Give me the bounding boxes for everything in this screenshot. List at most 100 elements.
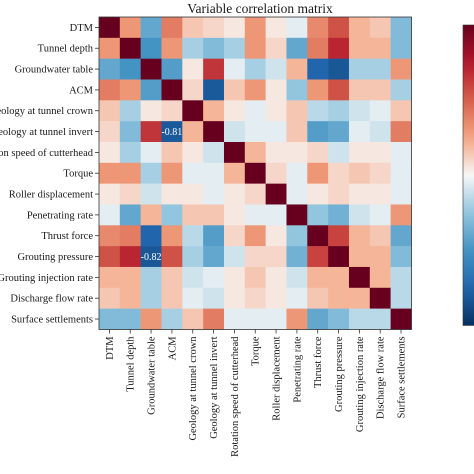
column-label: Thrust force: [313, 336, 324, 388]
heatmap-cell: [99, 308, 121, 330]
heatmap-cell: [265, 266, 287, 289]
row-label: Thrust force: [41, 231, 93, 242]
heatmap-cell: [390, 204, 412, 226]
heatmap-cell: [307, 100, 329, 122]
heatmap-cell: [244, 246, 266, 268]
heatmap-cell: [265, 58, 287, 80]
heatmap-cell: [328, 121, 350, 143]
heatmap-cell: [182, 225, 204, 247]
heatmap-cell: [203, 79, 225, 101]
heatmap-cell: [203, 162, 225, 184]
heatmap-cell: [286, 37, 308, 59]
heatmap-cell: [182, 121, 204, 143]
heatmap-cell: [140, 246, 162, 268]
heatmap-cell: [182, 58, 204, 80]
heatmap-cell: [265, 308, 287, 330]
heatmap-cell: [182, 246, 204, 268]
heatmap-cell: [140, 79, 162, 101]
row-label: Geology at tunnel invert: [0, 127, 93, 138]
heatmap-cell: [348, 204, 371, 226]
heatmap-cell: [265, 37, 287, 59]
cell-annotation: -0.81: [161, 127, 182, 138]
heatmap-cell: [369, 100, 391, 122]
heatmap-cell: [369, 246, 391, 268]
heatmap-cell: [265, 225, 287, 247]
heatmap-cell: [161, 121, 183, 143]
heatmap-cell: [244, 287, 266, 309]
heatmap-cell: [99, 162, 121, 184]
column-label: ACM: [167, 336, 178, 361]
heatmap-cell: [244, 37, 266, 59]
heatmap-cell: [265, 183, 287, 205]
heatmap-cell: [182, 141, 204, 164]
chart-title: Variable correlation matrix: [187, 1, 333, 16]
heatmap-cell: [307, 141, 329, 164]
heatmap-cell: [328, 287, 350, 309]
heatmap-cell: [244, 162, 266, 184]
heatmap-cell: [328, 162, 350, 184]
heatmap-cell: [307, 37, 329, 59]
heatmap-cell: [99, 141, 121, 164]
heatmap-cell: [119, 141, 141, 164]
heatmap-cell: [244, 308, 266, 330]
column-label: DTM: [105, 336, 116, 360]
heatmap-cell: [390, 183, 412, 205]
heatmap-cell: [203, 266, 225, 289]
heatmap-cell: [161, 225, 183, 247]
heatmap-cell: [348, 308, 371, 330]
heatmap-cell: [203, 58, 225, 80]
heatmap-cell: [182, 37, 204, 59]
column-labels: DTM Tunnel depth Groundwater table ACM Geolo…: [105, 329, 408, 457]
heatmap-cell: [182, 266, 204, 289]
cell-annotation: -0.82: [141, 252, 162, 263]
heatmap-cell: [140, 183, 162, 205]
heatmap-cell: [161, 100, 183, 122]
heatmap-cell: [203, 204, 225, 226]
heatmap-cell: [390, 121, 412, 143]
heatmap-cell: [307, 17, 329, 39]
heatmap-cell: [223, 58, 246, 80]
heatmap-cell: [203, 100, 225, 122]
heatmap-cell: [265, 162, 287, 184]
heatmap-cell: [286, 183, 308, 205]
row-label: ACM: [69, 85, 94, 96]
column-label: Groundwater table: [147, 336, 158, 415]
column-label: Surface settlements: [397, 336, 408, 418]
heatmap-cell: [244, 121, 266, 143]
heatmap-cell: [140, 121, 162, 143]
matrix-frame: [98, 16, 412, 330]
heatmap-cell: [369, 225, 391, 247]
heatmap-cell: [182, 204, 204, 226]
column-label: Grouting injection rate: [355, 336, 366, 432]
heatmap-cell: [369, 121, 391, 143]
heatmap-cell: [223, 17, 246, 39]
heatmap-cell: [348, 266, 371, 289]
heatmap-cell: [140, 58, 162, 80]
heatmap-cell: [328, 308, 350, 330]
heatmap-cell: [265, 246, 287, 268]
colorbar: [462, 24, 474, 326]
heatmap-cell: [328, 183, 350, 205]
heatmap-cell: [244, 266, 266, 289]
column-label: Torque: [251, 336, 262, 366]
heatmap-cell: [119, 246, 141, 268]
heatmap-cell: [328, 79, 350, 101]
heatmap-cell: [348, 225, 371, 247]
heatmap-cell: [265, 204, 287, 226]
heatmap-cell: [140, 204, 162, 226]
row-label: Geology at tunnel crown: [0, 106, 94, 117]
heatmap-cell: [182, 183, 204, 205]
heatmap-cell: [119, 79, 141, 101]
heatmap-cell: [286, 58, 308, 80]
heatmap-cell: [307, 79, 329, 101]
heatmap-cell: [369, 79, 391, 101]
heatmap-cell: [161, 162, 183, 184]
heatmap-cell: [244, 58, 266, 80]
heatmap-cell: [286, 266, 308, 289]
heatmap-cell: [223, 37, 246, 59]
heatmap-cell: [286, 100, 308, 122]
heatmap-cell: [369, 17, 391, 39]
heatmap-cell: [140, 308, 162, 330]
heatmap-cell: [307, 287, 329, 309]
heatmap-cell: [140, 162, 162, 184]
